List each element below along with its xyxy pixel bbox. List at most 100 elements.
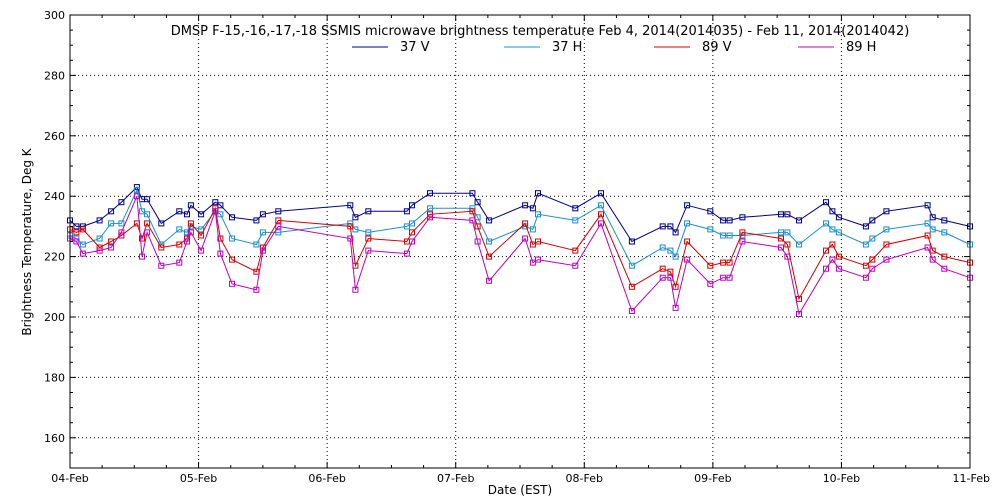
- data-point: [941, 265, 948, 272]
- data-point: [259, 247, 266, 254]
- data-point: [486, 238, 493, 245]
- data-point: [522, 202, 529, 209]
- data-point: [784, 241, 791, 248]
- data-point: [869, 217, 876, 224]
- data-point: [347, 235, 354, 242]
- data-point: [720, 217, 727, 224]
- data-point: [158, 220, 165, 227]
- series-line: [69, 206, 971, 301]
- data-point: [187, 202, 194, 209]
- data-point: [187, 229, 194, 236]
- data-point: [96, 217, 103, 224]
- data-point: [198, 247, 205, 254]
- data-point: [684, 256, 691, 263]
- data-point: [73, 223, 80, 230]
- data-point: [403, 250, 410, 257]
- data-point: [427, 214, 433, 221]
- x-tick-label: 07-Feb: [437, 472, 474, 485]
- x-axis-label: Date (EST): [488, 483, 552, 497]
- x-tick-label: 05-Feb: [180, 472, 217, 485]
- data-point: [352, 286, 359, 293]
- data-point: [198, 226, 205, 233]
- data-point: [198, 211, 205, 218]
- data-point: [883, 208, 890, 215]
- data-point: [707, 262, 714, 269]
- data-point: [784, 211, 791, 218]
- data-point: [726, 274, 733, 281]
- legend-label: 89 V: [702, 40, 732, 55]
- data-point: [79, 250, 86, 257]
- data-point: [941, 253, 948, 260]
- data-point: [778, 211, 784, 218]
- legend-label: 37 V: [400, 40, 430, 55]
- data-point: [212, 208, 219, 215]
- data-point: [409, 220, 415, 227]
- data-point: [720, 232, 727, 239]
- data-point: [784, 229, 791, 236]
- y-tick-label: 160: [44, 432, 65, 445]
- data-point: [869, 235, 876, 242]
- data-point: [823, 199, 829, 206]
- data-point: [176, 241, 183, 248]
- data-point: [139, 253, 145, 260]
- data-point: [365, 247, 372, 254]
- data-point: [427, 190, 433, 197]
- data-point: [862, 262, 869, 269]
- data-point: [672, 229, 679, 236]
- data-point: [720, 274, 727, 281]
- data-point: [474, 214, 481, 221]
- data-point: [862, 223, 869, 230]
- data-point: [352, 214, 359, 221]
- data-point: [535, 256, 541, 263]
- data-point: [474, 199, 481, 206]
- data-point: [486, 253, 493, 260]
- data-point: [726, 217, 733, 224]
- data-point: [139, 235, 145, 242]
- data-point: [726, 232, 733, 239]
- data-point: [835, 253, 842, 260]
- data-point: [628, 262, 635, 269]
- data-point: [628, 308, 635, 314]
- data-point: [229, 280, 235, 287]
- data-point: [796, 217, 802, 224]
- x-tick-label: 09-Feb: [694, 472, 731, 485]
- data-point: [739, 229, 746, 236]
- data-point: [829, 256, 836, 263]
- data-point: [659, 223, 666, 230]
- y-tick-label: 220: [44, 251, 65, 264]
- data-point: [144, 211, 151, 218]
- y-tick-label: 280: [44, 69, 65, 82]
- data-point: [198, 232, 205, 239]
- data-point: [869, 265, 876, 272]
- data-point: [253, 241, 260, 248]
- data-point: [796, 311, 802, 317]
- data-point: [217, 250, 224, 257]
- data-point: [365, 208, 372, 215]
- y-axis-label: Brightness Temperature, Deg K: [20, 147, 34, 335]
- data-point: [862, 241, 869, 248]
- data-point: [572, 217, 579, 224]
- data-point: [275, 217, 282, 224]
- data-point: [347, 223, 354, 230]
- data-point: [572, 205, 579, 212]
- data-point: [823, 247, 829, 254]
- data-point: [924, 220, 931, 227]
- data-point: [929, 247, 936, 254]
- data-point: [672, 304, 679, 311]
- chart-title: DMSP F-15,-16,-17,-18 SSMIS microwave br…: [171, 24, 910, 39]
- y-tick-label: 180: [44, 371, 65, 384]
- data-point: [275, 223, 282, 230]
- data-point: [96, 244, 103, 251]
- data-point: [347, 202, 354, 209]
- data-point: [469, 217, 476, 224]
- data-point: [535, 211, 541, 218]
- data-point: [229, 256, 235, 263]
- y-tick-label: 260: [44, 130, 65, 143]
- data-point: [924, 202, 931, 209]
- data-point: [176, 259, 183, 266]
- data-point: [823, 265, 829, 272]
- data-point: [778, 244, 784, 251]
- legend-label: 89 H: [846, 40, 876, 55]
- data-point: [229, 235, 235, 242]
